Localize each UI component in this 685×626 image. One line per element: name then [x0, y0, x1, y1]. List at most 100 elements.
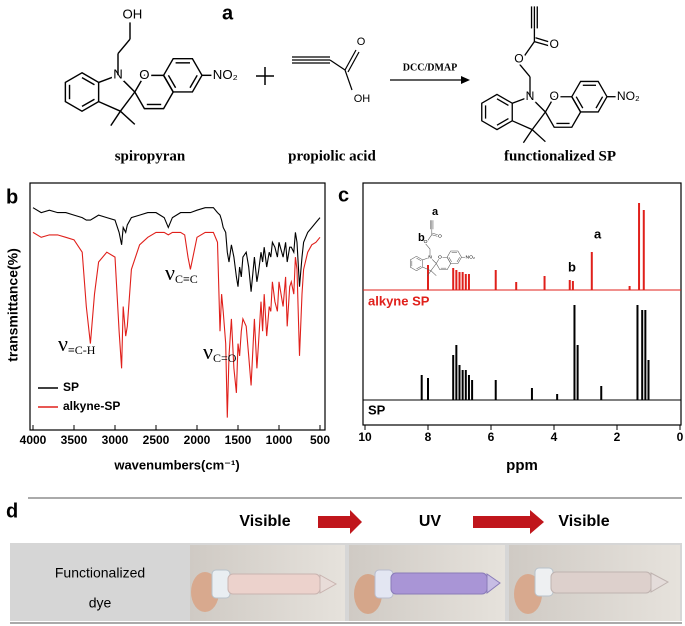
peak-annotation: νC=O — [203, 339, 237, 365]
bond — [432, 232, 439, 236]
atom-label: NO₂ — [213, 67, 238, 82]
annotation-symbol: ν — [58, 331, 68, 356]
panel-label: a — [222, 2, 234, 24]
bond — [535, 37, 550, 43]
bond — [117, 74, 136, 93]
row-label: dye — [89, 595, 112, 611]
x-tick-label: 0 — [677, 430, 684, 444]
annotation-subscript: ≡C-H — [68, 343, 96, 357]
x-tick-label: 2500 — [143, 433, 170, 447]
bond — [422, 256, 431, 261]
x-tick-label: 8 — [425, 430, 432, 444]
bond — [117, 38, 131, 55]
spectrum-line — [32, 231, 321, 418]
atom-label: O — [357, 36, 366, 48]
bond — [427, 270, 432, 277]
photo — [190, 545, 345, 621]
atom-label: N — [428, 255, 432, 261]
ring — [162, 57, 203, 93]
x-tick-label: 6 — [488, 430, 495, 444]
x-tick-label: 3500 — [61, 433, 88, 447]
ring — [64, 71, 100, 113]
atom-label: O — [438, 255, 442, 261]
bond — [347, 51, 360, 73]
ring — [409, 255, 424, 272]
reagent: DCC/DMAP — [403, 62, 457, 73]
bond — [81, 76, 95, 86]
bond — [98, 74, 119, 84]
spectrum-label: SP — [368, 402, 386, 417]
x-tick-label: 4 — [551, 430, 558, 444]
compound-name: functionalized SP — [504, 148, 616, 164]
plot-frame — [362, 182, 682, 426]
bond — [119, 110, 136, 125]
atom-label: NO₂ — [466, 255, 475, 261]
atom-label: O — [549, 37, 558, 51]
bond — [110, 110, 121, 126]
peak-annotation: ν≡C-H — [58, 331, 96, 357]
legend-label: SP — [63, 380, 79, 394]
bond — [344, 49, 357, 71]
molecule: O OH — [292, 34, 372, 107]
bond — [529, 96, 546, 113]
bond — [518, 41, 535, 64]
bond — [81, 98, 95, 108]
column-header: UV — [419, 513, 442, 530]
peak-label: a — [594, 226, 602, 241]
x-axis-label: ppm — [506, 457, 538, 474]
bond — [522, 129, 533, 144]
bond — [425, 234, 433, 244]
x-tick-label: 2 — [614, 430, 621, 444]
ring — [446, 250, 462, 264]
compound-name: spiropyran — [115, 148, 186, 164]
x-tick-label: 10 — [358, 430, 372, 444]
compound-name: propiolic acid — [288, 148, 376, 164]
spectrum-label: alkyne SP — [368, 293, 430, 308]
annotation-subscript: C=O — [213, 351, 237, 365]
bond — [531, 111, 546, 130]
bond — [496, 98, 509, 106]
molecule: ONNO₂OH — [64, 4, 240, 126]
bond — [416, 257, 422, 262]
bond — [416, 265, 422, 270]
bond — [167, 74, 177, 89]
bond — [518, 63, 531, 78]
atom-label: OH — [123, 7, 143, 22]
panel-label: d — [6, 500, 18, 522]
x-tick-label: 1500 — [225, 433, 252, 447]
inset-label: a — [432, 206, 439, 218]
arrow — [318, 510, 362, 534]
atom-label: O — [438, 233, 442, 239]
bond — [430, 263, 437, 271]
bond — [431, 234, 439, 237]
bond — [512, 95, 531, 104]
atom-label: OH — [354, 93, 371, 105]
bond — [429, 257, 437, 264]
ring — [481, 93, 513, 131]
atom-label: O — [514, 51, 523, 65]
x-axis-label: wavenumbers(cm⁻¹) — [113, 457, 239, 472]
bond — [534, 40, 550, 47]
photo — [509, 545, 680, 621]
atom-label: O — [139, 67, 149, 82]
annotation-symbol: ν — [203, 339, 213, 364]
atom-label: O — [424, 239, 428, 245]
x-tick-label: 500 — [310, 433, 330, 447]
bond — [448, 257, 452, 263]
arrow-head — [461, 76, 470, 84]
panel-label: c — [338, 184, 349, 206]
bond — [595, 96, 604, 109]
x-tick-label: 4000 — [20, 433, 47, 447]
bond — [344, 69, 353, 91]
bond — [456, 257, 460, 263]
bond — [512, 120, 533, 131]
ring — [571, 80, 608, 113]
legend-label: alkyne-SP — [63, 399, 120, 413]
x-tick-label: 2000 — [184, 433, 211, 447]
bond — [119, 91, 136, 112]
bond — [98, 100, 121, 112]
atom-label: O — [549, 89, 558, 103]
